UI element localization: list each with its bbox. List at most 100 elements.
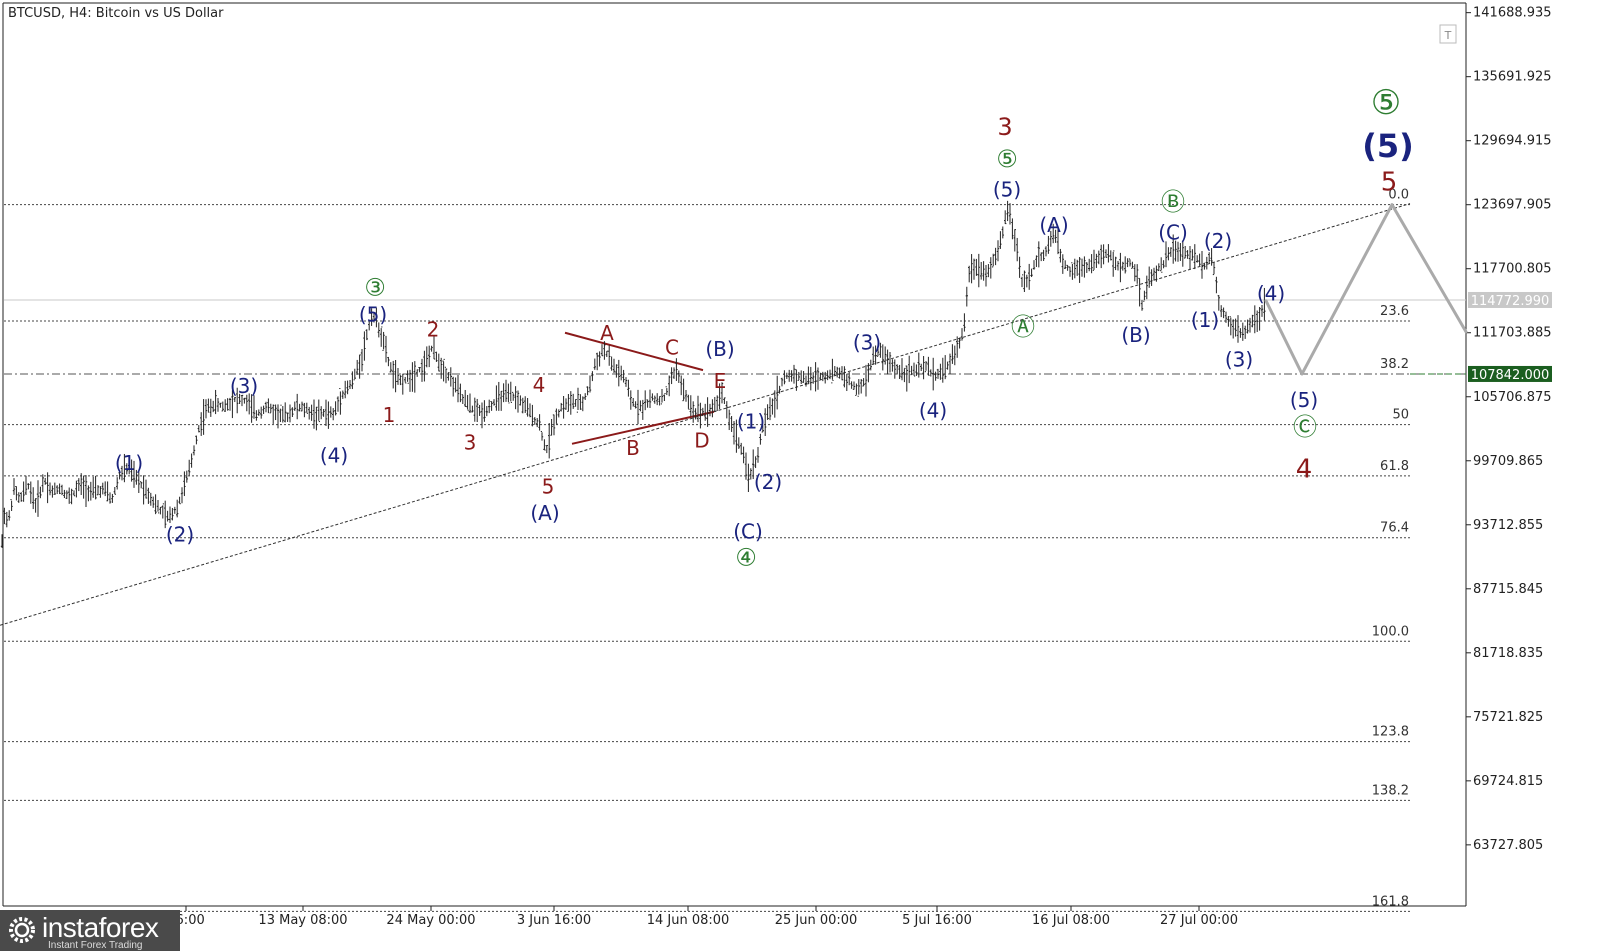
price-bar: [797, 371, 800, 381]
price-bar: [929, 369, 932, 377]
price-bar: [137, 471, 140, 494]
price-tick-label: 99709.865: [1473, 454, 1543, 469]
wave-label: 4: [1296, 454, 1313, 484]
price-bar: [874, 345, 877, 365]
price-bar: [29, 481, 32, 504]
price-bar: [605, 350, 608, 357]
price-bar: [142, 475, 145, 505]
price-bar: [711, 399, 714, 418]
wave-label: (1): [1191, 308, 1219, 332]
price-bar: [485, 406, 488, 417]
price-bar: [339, 388, 342, 415]
wave-label: 1: [383, 403, 396, 427]
price-bar: [382, 331, 385, 351]
price-bar: [389, 362, 392, 373]
price-bar: [792, 364, 796, 384]
wave-label: (4): [919, 399, 947, 423]
price-bar: [310, 404, 313, 421]
fib-level-label: 138.2: [1372, 783, 1409, 798]
price-tick-label: 105706.875: [1473, 390, 1552, 405]
price-bar: [1090, 254, 1093, 274]
time-tick-label: 24 May 00:00: [386, 913, 475, 928]
price-bar: [1176, 241, 1180, 262]
price-bar: [1208, 252, 1211, 264]
price-bar: [497, 381, 500, 411]
price-bar: [776, 375, 779, 410]
price-bar: [1073, 258, 1076, 279]
fib-level-label: 61.8: [1380, 459, 1409, 474]
price-bar: [425, 346, 428, 368]
price-bar: [99, 486, 102, 498]
price-bar: [1044, 246, 1048, 257]
price-bar: [723, 397, 726, 404]
price-bar: [56, 485, 59, 495]
price-bar: [1241, 322, 1244, 341]
price-bar: [200, 412, 203, 436]
price-bar: [670, 367, 673, 385]
time-tick-label: 16 Jul 08:00: [1032, 913, 1110, 928]
price-axis-ticks: 141688.935 135691.925 129694.915 123697.905…: [1466, 6, 1552, 853]
price-bar: [284, 402, 287, 423]
price-bar: [260, 406, 263, 419]
price-bar: [963, 313, 966, 332]
price-bar: [552, 414, 556, 436]
price-bar: [296, 393, 299, 420]
price-tick-label: 87715.845: [1473, 582, 1543, 597]
price-bar: [233, 396, 236, 403]
side-button[interactable]: [1439, 24, 1457, 44]
price-bar: [579, 394, 582, 410]
price-bar: [1028, 263, 1031, 290]
price-bar: [620, 365, 623, 381]
price-bar: [274, 404, 277, 421]
price-bar: [1162, 260, 1165, 269]
fib-level-label: 23.6: [1380, 304, 1409, 319]
time-tick-label: 13 May 08:00: [258, 913, 347, 928]
price-bar: [231, 390, 234, 419]
price-bar: [308, 406, 311, 420]
price-tick-label: 69724.815: [1473, 774, 1543, 789]
price-bar: [519, 395, 522, 406]
price-bar: [572, 393, 575, 409]
price-bar: [1037, 241, 1040, 268]
price-bar: [569, 391, 572, 415]
price-bar: [63, 489, 66, 498]
gear-logo-icon: [9, 917, 35, 943]
wave-label: (3): [853, 330, 881, 354]
price-bar: [694, 408, 697, 420]
price-bar: [538, 414, 541, 431]
price-bar: [677, 370, 680, 383]
wave-label: ④: [735, 543, 757, 571]
wave-label: A: [600, 321, 614, 345]
marked-level-value: 107842.000: [1471, 368, 1550, 383]
price-bar: [154, 494, 157, 515]
price-bar: [192, 445, 196, 456]
price-tick-label: 63727.805: [1473, 838, 1543, 853]
price-bar: [104, 481, 107, 497]
price-bar: [843, 366, 846, 388]
forecast-path: [1264, 203, 1468, 376]
price-bar: [555, 408, 558, 425]
price-bar: [804, 375, 808, 387]
price-bar: [214, 389, 217, 415]
price-bar: [584, 393, 587, 400]
price-bar: [836, 366, 839, 378]
price-bar: [77, 478, 80, 492]
price-bar: [245, 394, 248, 412]
price-bar: [646, 399, 649, 408]
price-bar: [994, 247, 997, 266]
price-bar: [396, 367, 400, 385]
price-bar: [996, 240, 1000, 262]
price-bar: [812, 372, 815, 384]
price-bar: [466, 394, 469, 411]
price-bar: [960, 328, 964, 341]
price-bar: [1025, 274, 1028, 288]
price-bar: [641, 399, 644, 420]
price-bar: [968, 265, 971, 283]
price-bar: [826, 370, 829, 381]
price-bar: [34, 498, 37, 513]
wave-label: (1): [737, 409, 765, 433]
time-tick-label: 3 Jun 16:00: [517, 913, 591, 928]
price-bar: [1227, 316, 1230, 327]
price-bar: [183, 471, 186, 497]
